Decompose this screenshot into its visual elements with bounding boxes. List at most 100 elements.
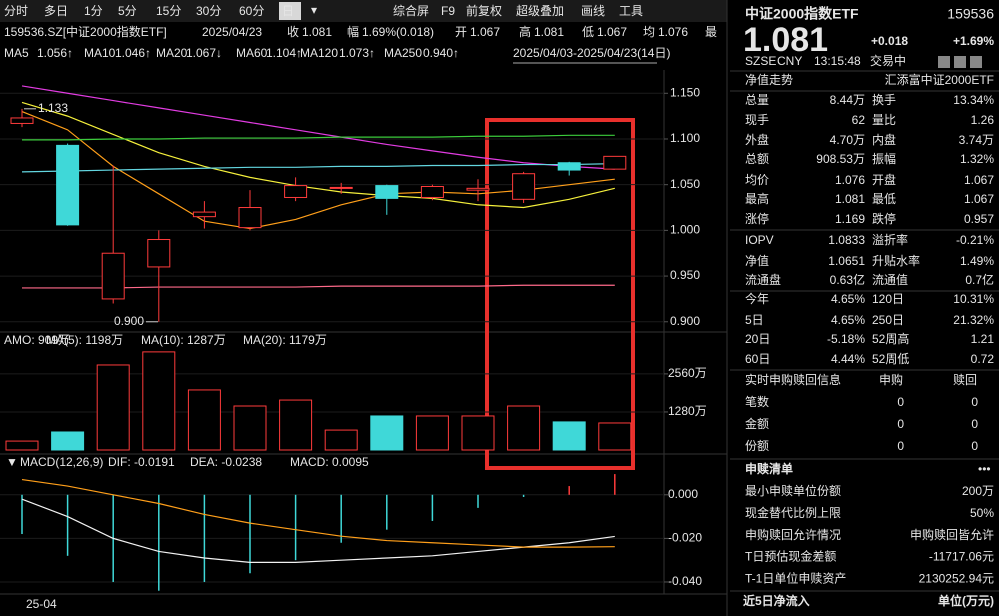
list-label: 现金替代比例上限	[745, 505, 841, 520]
list-label: 最小申赎单位份额	[745, 483, 841, 498]
stat-label: 溢折率	[872, 232, 908, 247]
footer-title: 近5日净流入	[743, 593, 810, 608]
period-tab[interactable]: 30分	[196, 4, 221, 18]
stat-label: 60日	[745, 352, 770, 366]
tool-button[interactable]: 画线	[581, 4, 605, 18]
quote-label: 低	[582, 25, 594, 39]
quote-panel: 中证2000指数ETF 159536 1.081 +0.018 +1.69% SZSE CN…	[730, 6, 999, 608]
list-label: T-1日单位申赎资产	[745, 570, 846, 585]
quote-value: 1.076	[658, 25, 688, 39]
y-tick-label: 1.100	[670, 131, 700, 145]
tool-button[interactable]: 综合屏	[393, 3, 429, 18]
ma-value: 0.940↑	[423, 46, 459, 60]
x-tick-label: 25-04	[26, 597, 57, 611]
candle-body	[375, 185, 399, 199]
highlight-box	[485, 118, 635, 470]
stat-label: 换手	[872, 93, 896, 107]
candle-body	[557, 162, 581, 171]
last-price: 1.081	[743, 21, 828, 59]
candle-body	[512, 173, 536, 200]
stat-label: 总额	[745, 152, 769, 166]
stat-value: 3.74万	[959, 133, 994, 147]
volume-bar	[507, 405, 541, 451]
quote-meta: SZSE	[745, 54, 776, 68]
list-value: 2130252.94元	[919, 571, 994, 585]
ma-value: 1.104↑	[266, 46, 302, 60]
y-tick-label: -0.040	[668, 574, 702, 588]
period-tab[interactable]: 5分	[118, 4, 137, 18]
dea-line	[21, 478, 615, 548]
stat-value: 1.169	[835, 212, 865, 226]
icon-button[interactable]	[938, 56, 950, 68]
stat-label: 量比	[872, 113, 896, 127]
quote-value: 1.081	[302, 25, 332, 39]
stat-label: 今年	[745, 291, 769, 306]
macd-info: MACD: 0.0095	[290, 455, 369, 469]
ma-line	[22, 134, 615, 141]
stat-label: 20日	[745, 332, 770, 346]
section-title: 申赎清单	[745, 461, 793, 476]
tool-button[interactable]: 前复权	[466, 3, 502, 18]
stat-label: 总量	[745, 93, 769, 107]
candle-body	[420, 186, 444, 198]
ma-name: MA60	[236, 46, 268, 60]
tool-button[interactable]: F9	[441, 4, 455, 18]
stat-label: 52周高	[872, 331, 909, 346]
stat-label: IOPV	[745, 233, 774, 247]
dif-line	[21, 498, 615, 563]
quote-meta: 13:15:48	[814, 54, 861, 68]
stat-label: 120日	[872, 292, 904, 306]
quote-value: 1.067	[597, 25, 627, 39]
volume-bar	[5, 440, 39, 451]
macd-info: DIF: -0.0191	[108, 455, 175, 469]
list-value: 50%	[970, 506, 994, 520]
stat-label: 内盘	[872, 132, 896, 147]
y-tick-label: 0.900	[670, 314, 700, 328]
nav-title[interactable]: 净值走势	[745, 72, 793, 87]
candle-body	[101, 252, 125, 300]
period-tab[interactable]: 分时	[4, 4, 28, 18]
stat-value: 4.65%	[831, 313, 865, 327]
icon-button[interactable]	[970, 56, 982, 68]
stat-value: 0.957	[964, 212, 994, 226]
y-tick-label: 2560万	[668, 366, 707, 380]
period-tab[interactable]: 多日	[44, 4, 68, 18]
tool-button[interactable]: 超级叠加	[516, 3, 564, 18]
period-tab[interactable]: 日	[282, 4, 294, 18]
ma-name: MA250	[384, 46, 422, 60]
ma-value: 1.056↑	[37, 46, 73, 60]
stat-label: 52周低	[872, 352, 909, 366]
stat-value: 0.63亿	[830, 272, 865, 287]
ma-value: 1.073↑	[339, 46, 375, 60]
stat-value: 1.067	[964, 192, 994, 206]
quote-label: 开	[455, 25, 467, 39]
stat-value: 1.49%	[960, 254, 994, 268]
icon-button[interactable]	[954, 56, 966, 68]
ma-line	[21, 101, 615, 209]
tool-button[interactable]: 工具	[619, 4, 643, 18]
candle-body	[284, 185, 308, 198]
row-label: 笔数	[745, 394, 769, 409]
footer-unit: 单位(万元)	[938, 593, 994, 608]
period-tab[interactable]: 1分	[84, 4, 103, 18]
y-tick-label: -0.020	[668, 531, 702, 545]
y-tick-label: 1.150	[670, 85, 700, 99]
quote-label: 均	[643, 25, 655, 39]
stat-value: 13.34%	[953, 93, 994, 107]
stat-label: 涨停	[745, 211, 769, 226]
quote-value: 1.081	[534, 25, 564, 39]
stat-value: 1.0651	[828, 254, 865, 268]
quote-label: 高	[519, 24, 531, 39]
period-tab[interactable]: 60分	[239, 4, 264, 18]
y-tick-label: 0.950	[670, 268, 700, 282]
security-code: 159536.SZ[中证2000指数ETF]	[4, 24, 167, 39]
y-tick-label: 0.000	[668, 487, 698, 501]
stat-label: 跌停	[872, 211, 896, 226]
ma-name: MA5	[4, 46, 29, 60]
stat-value: 1.081	[835, 192, 865, 206]
volume-info: MA(20): 1179万	[243, 333, 327, 347]
list-value: 200万	[962, 484, 994, 498]
stat-value: 62	[852, 113, 866, 127]
period-tab[interactable]: 15分	[156, 4, 181, 18]
